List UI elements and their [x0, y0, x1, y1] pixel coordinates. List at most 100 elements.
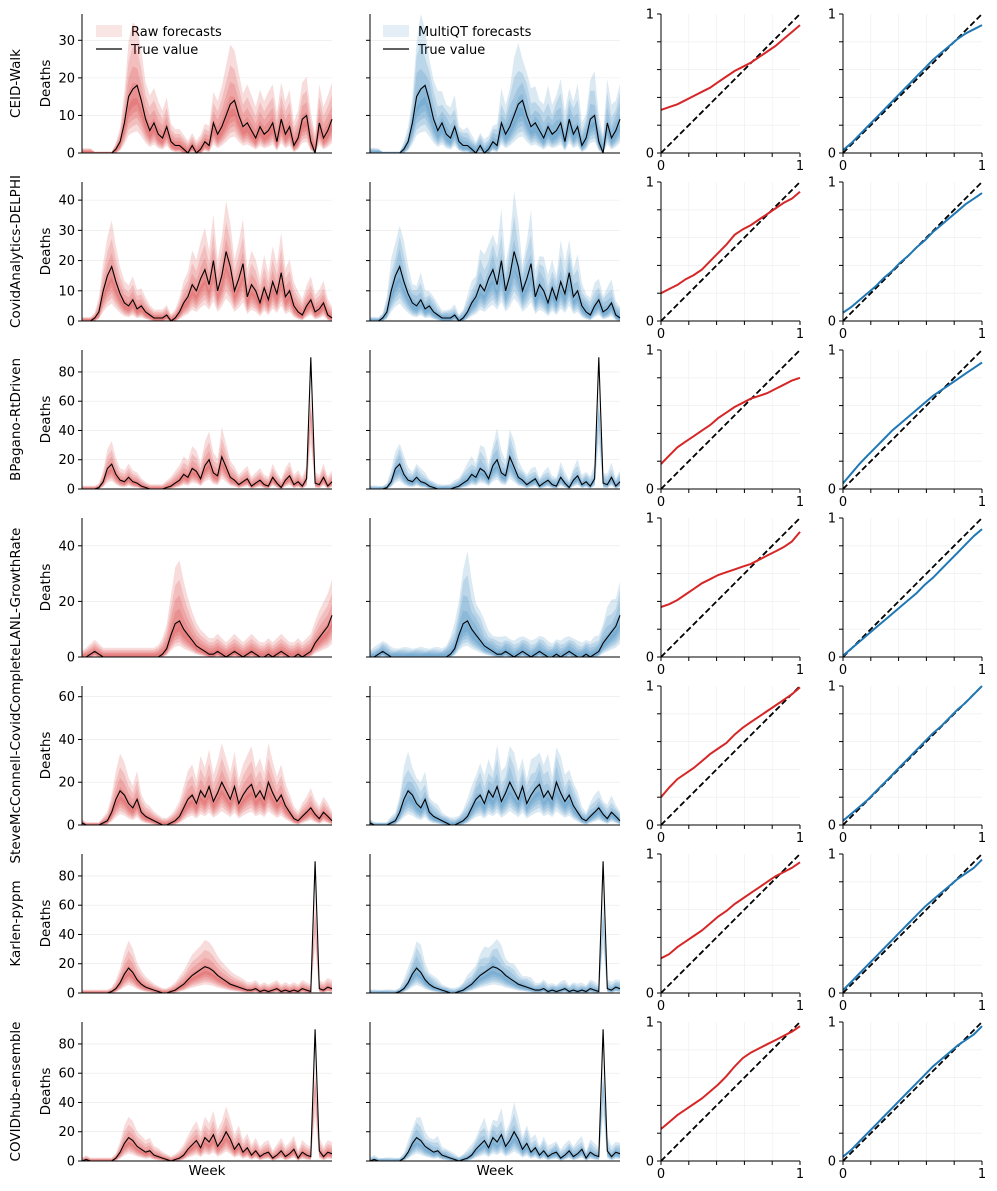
multiqt-panel-6	[366, 1022, 621, 1162]
y-tick-label: 20	[58, 1125, 75, 1140]
raw-panel-3: 0 20 40 Deaths LANL-GrowthRate	[8, 518, 333, 666]
y-tick-label: 80	[58, 365, 75, 380]
y-tick-label: 30	[58, 224, 75, 239]
forecast-band	[370, 404, 620, 489]
x-tick-label: 1	[796, 663, 804, 678]
forecast-band	[370, 391, 620, 489]
calibration-multiqt-panel-4: 0 1 0 1	[828, 680, 986, 847]
y-tick-label: 20	[58, 957, 75, 972]
forecast-band	[82, 82, 332, 153]
y-tick-label: 0	[828, 819, 836, 834]
model-name-label: LANL-GrowthRate	[8, 528, 24, 648]
y-tick-label: 30	[58, 34, 75, 49]
y-tick-label: 60	[58, 395, 75, 410]
calibration-raw-panel-3: 0 1 0 1	[646, 512, 804, 679]
y-tick-label: 40	[58, 539, 75, 554]
true-value-line	[370, 84, 621, 154]
forecast-band	[82, 391, 332, 489]
forecast-band	[370, 191, 620, 321]
forecast-band	[82, 920, 332, 993]
legend-raw-label: Raw forecasts	[131, 25, 222, 40]
model-name-label: BPagano-RtDriven	[8, 358, 24, 481]
forecast-band	[82, 579, 332, 657]
forecast-band	[82, 917, 332, 993]
y-tick-label: 0	[67, 819, 75, 834]
calibration-curve	[660, 531, 801, 608]
forecast-band	[370, 755, 620, 825]
ideal-calibration-line	[660, 517, 801, 658]
raw-panel-1: 0 10 20 30 40 Deaths CovidAnalytics-DELPHI	[8, 175, 333, 330]
y-tick-label: 0	[646, 1155, 654, 1170]
calibration-curve	[842, 685, 983, 822]
legend-truth-label: True value	[130, 43, 198, 58]
forecast-band	[82, 789, 332, 825]
legend-multiqt: MultiQT forecasts True value	[383, 25, 532, 58]
forecast-band	[82, 22, 332, 153]
legend-multiqt-label: MultiQT forecasts	[418, 25, 532, 40]
x-tick-label: 1	[978, 663, 986, 678]
forecast-band	[370, 610, 620, 657]
ideal-calibration-line	[660, 685, 801, 826]
y-tick-label: 1	[828, 512, 836, 527]
calibration-curve	[660, 1025, 801, 1130]
multiqt-panel-0	[366, 14, 621, 154]
raw-panel-4: 0 20 40 60 Deaths SteveMcConnell-CovidComplet…	[8, 647, 333, 864]
y-tick-label: 60	[58, 899, 75, 914]
x-tick-label: 0	[657, 663, 665, 678]
legend-multiqt-swatch	[383, 25, 409, 37]
y-tick-label: 0	[646, 147, 654, 162]
x-tick-label: 0	[839, 831, 847, 846]
forecast-band	[82, 404, 332, 489]
legend-truth-label-2: True value	[417, 43, 485, 58]
x-tick-label: 0	[839, 999, 847, 1014]
forecast-band	[370, 96, 620, 153]
y-tick-label: 40	[58, 733, 75, 748]
forecast-band	[82, 1077, 332, 1161]
forecast-band	[370, 919, 620, 993]
forecast-band	[82, 407, 332, 489]
y-tick-label: 0	[828, 651, 836, 666]
true-value-line	[369, 780, 621, 826]
forecast-band	[82, 238, 332, 321]
x-tick-label: 1	[796, 495, 804, 510]
true-value-line	[82, 861, 333, 994]
forecast-band	[370, 41, 620, 153]
calibration-multiqt-panel-0: 0 1 0 1	[828, 8, 986, 175]
calibration-raw-panel-5: 0 1 0 1	[646, 848, 804, 1015]
y-tick-label: 1	[828, 848, 836, 863]
ideal-calibration-line	[660, 13, 801, 154]
forecast-band	[370, 1084, 620, 1161]
forecast-band	[82, 908, 332, 993]
forecast-band	[82, 253, 332, 321]
forecast-band	[370, 83, 620, 153]
forecast-band	[370, 412, 620, 489]
forecast-band	[370, 409, 620, 489]
forecast-band	[370, 595, 620, 657]
true-value-line	[81, 780, 333, 826]
calibration-raw-panel-6: 0 1 0 1	[646, 1016, 804, 1183]
x-tick-label: 0	[657, 999, 665, 1014]
calibration-curve	[660, 190, 801, 295]
y-axis-label: Deaths	[38, 564, 54, 612]
calibration-raw-panel-0: 0 1 0 1	[646, 8, 804, 175]
forecast-band	[370, 1078, 620, 1161]
y-tick-label: 0	[67, 483, 75, 498]
forecast-band	[370, 745, 620, 825]
calibration-curve	[842, 361, 983, 485]
forecast-band	[370, 68, 620, 153]
forecast-band	[82, 402, 332, 489]
forecast-band	[82, 1085, 332, 1161]
x-tick-label: 1	[796, 999, 804, 1014]
multiqt-panel-5	[366, 854, 621, 994]
y-axis-label: Deaths	[38, 732, 54, 780]
true-value-line	[370, 251, 621, 322]
raw-panel-2: 0 20 40 60 80 Deaths BPagano-RtDriven	[8, 350, 333, 498]
forecast-band	[370, 1081, 620, 1161]
x-tick-label: 0	[839, 1167, 847, 1182]
y-tick-label: 0	[828, 987, 836, 1002]
calibration-curve	[660, 686, 801, 798]
y-tick-label: 40	[58, 928, 75, 943]
forecast-band	[370, 917, 620, 993]
